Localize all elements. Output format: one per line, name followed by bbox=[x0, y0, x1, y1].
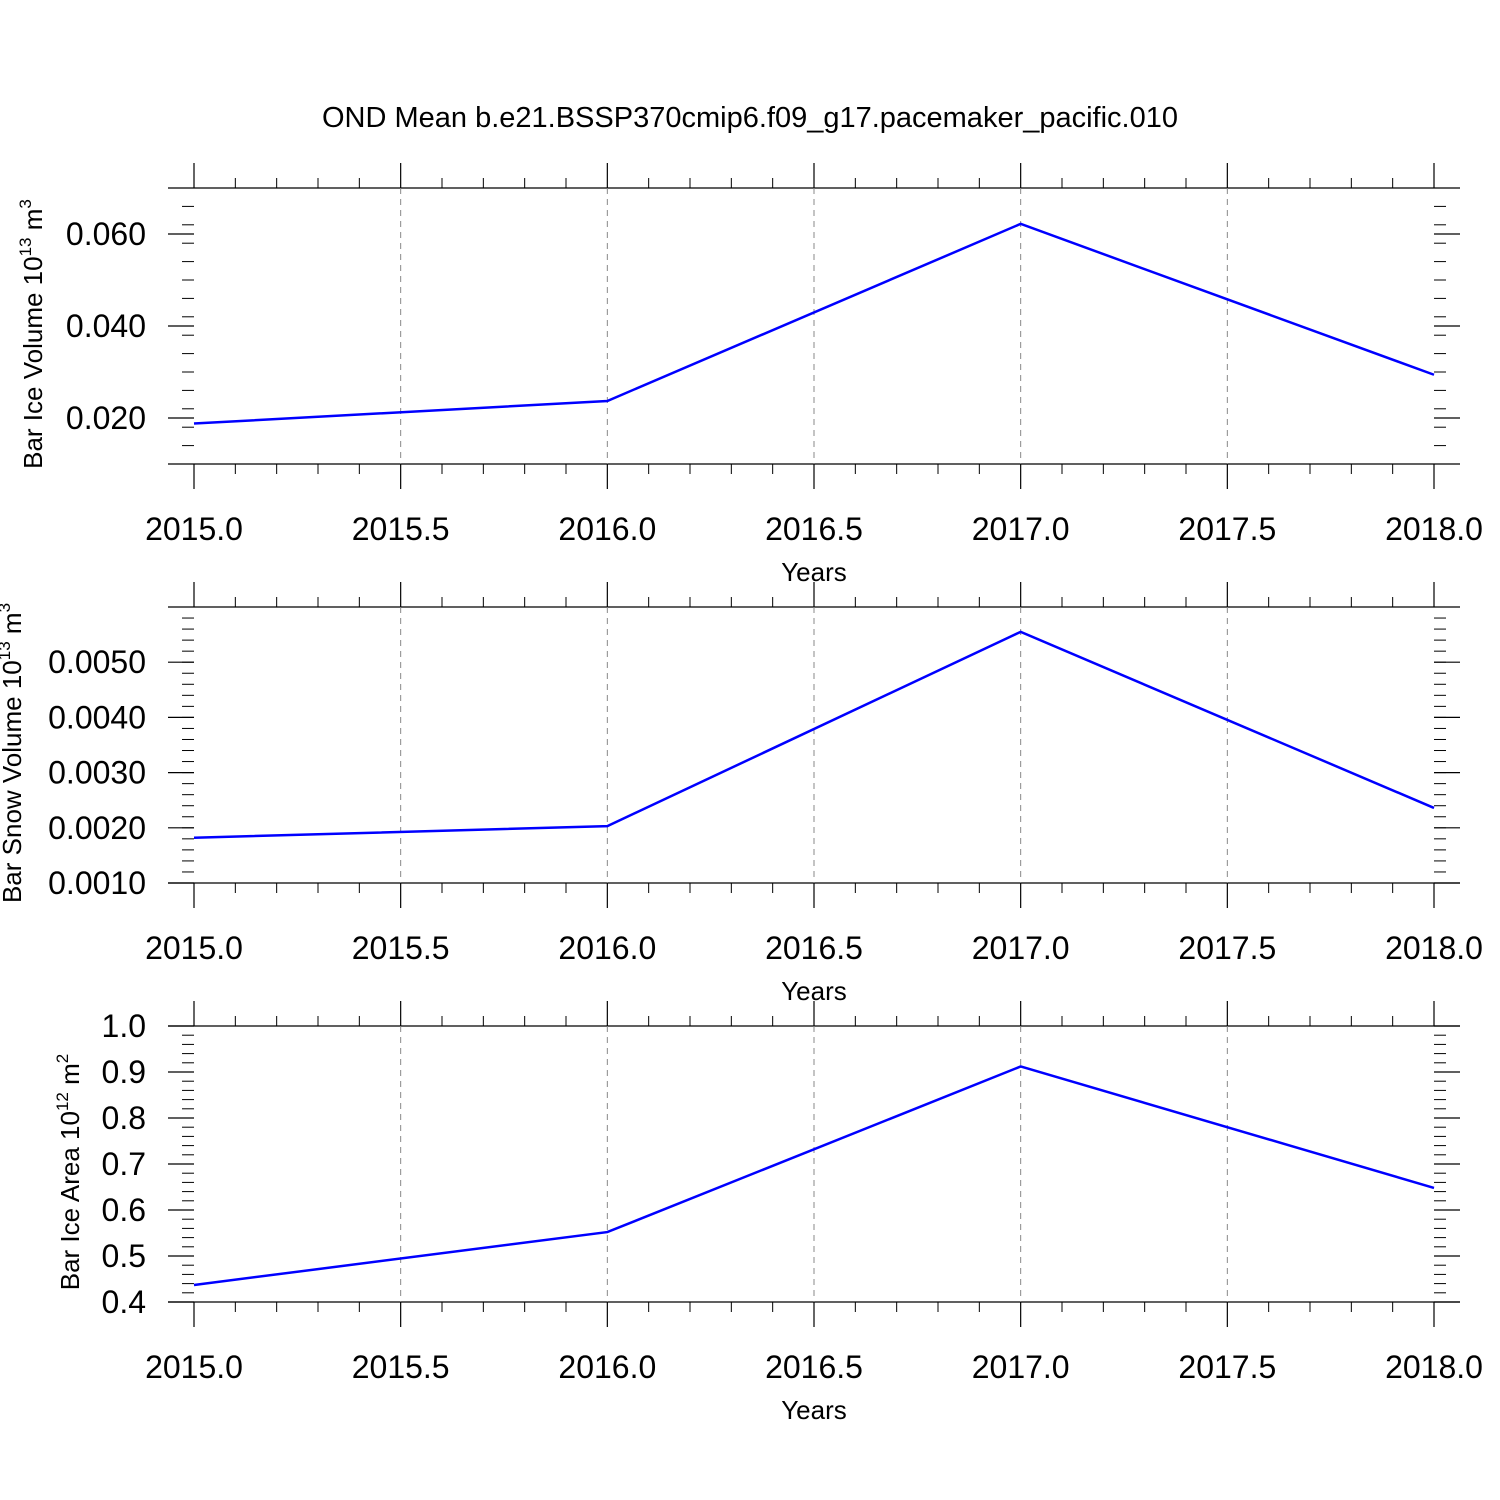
x-tick-label: 2015.0 bbox=[145, 1349, 243, 1385]
data-line-series bbox=[193, 1065, 1435, 1287]
x-tick-label: 2015.5 bbox=[352, 511, 450, 547]
x-axis-title: Years bbox=[781, 1395, 847, 1425]
y-tick-label: 0.0040 bbox=[48, 699, 146, 735]
x-tick-label: 2017.5 bbox=[1178, 930, 1276, 966]
chart-panel-1: 2015.0 2015.5 2016.0 2016.5 2017.0 2017.5 2018… bbox=[16, 163, 1483, 587]
x-tick-label: 2015.0 bbox=[145, 511, 243, 547]
x-tick-label: 2016.0 bbox=[558, 511, 656, 547]
x-tick-label: 2017.0 bbox=[972, 930, 1070, 966]
x-tick-label: 2016.5 bbox=[765, 511, 863, 547]
data-line-series bbox=[193, 630, 1435, 839]
y-tick-label: 1.0 bbox=[102, 1008, 146, 1044]
x-tick-label: 2015.5 bbox=[352, 1349, 450, 1385]
x-tick-label: 2016.0 bbox=[558, 1349, 656, 1385]
y-tick-label: 0.8 bbox=[102, 1100, 146, 1136]
y-tick-label: 0.5 bbox=[102, 1238, 146, 1274]
chart-panel-2: 2015.0 2015.5 2016.0 2016.5 2017.0 2017.5 2018… bbox=[0, 582, 1483, 1006]
y-tick-label: 0.4 bbox=[102, 1284, 146, 1320]
x-tick-label: 2017.5 bbox=[1178, 511, 1276, 547]
chart-panel-3: 2015.0 2015.5 2016.0 2016.5 2017.0 2017.5 2018… bbox=[53, 1001, 1483, 1425]
data-line-series bbox=[193, 222, 1435, 425]
x-tick-label: 2017.5 bbox=[1178, 1349, 1276, 1385]
figure-title: OND Mean b.e21.BSSP370cmip6.f09_g17.pace… bbox=[322, 102, 1178, 134]
x-tick-label: 2018.0 bbox=[1385, 930, 1483, 966]
y-tick-label: 0.060 bbox=[66, 216, 146, 252]
y-axis-title: Bar Ice Area 1012 m2 bbox=[53, 1054, 85, 1291]
x-tick-label: 2015.0 bbox=[145, 930, 243, 966]
y-tick-label: 0.0010 bbox=[48, 865, 146, 901]
y-tick-label: 0.0020 bbox=[48, 810, 146, 846]
x-tick-label: 2015.5 bbox=[352, 930, 450, 966]
y-tick-label: 0.0050 bbox=[48, 644, 146, 680]
y-tick-label: 0.7 bbox=[102, 1146, 146, 1182]
y-axis-title: Bar Snow Volume 1013 m3 bbox=[0, 603, 27, 903]
y-tick-label: 0.9 bbox=[102, 1054, 146, 1090]
y-tick-label: 0.6 bbox=[102, 1192, 146, 1228]
x-tick-label: 2016.5 bbox=[765, 930, 863, 966]
x-tick-label: 2016.0 bbox=[558, 930, 656, 966]
panels: 2015.0 2015.5 2016.0 2016.5 2017.0 2017.5 2018… bbox=[0, 163, 1483, 1425]
y-axis-title: Bar Ice Volume 1013 m3 bbox=[16, 199, 48, 469]
x-tick-label: 2018.0 bbox=[1385, 1349, 1483, 1385]
y-tick-label: 0.0030 bbox=[48, 755, 146, 791]
x-tick-label: 2017.0 bbox=[972, 511, 1070, 547]
x-tick-label: 2017.0 bbox=[972, 1349, 1070, 1385]
y-tick-label: 0.040 bbox=[66, 308, 146, 344]
x-tick-label: 2018.0 bbox=[1385, 511, 1483, 547]
y-tick-label: 0.020 bbox=[66, 400, 146, 436]
x-tick-label: 2016.5 bbox=[765, 1349, 863, 1385]
